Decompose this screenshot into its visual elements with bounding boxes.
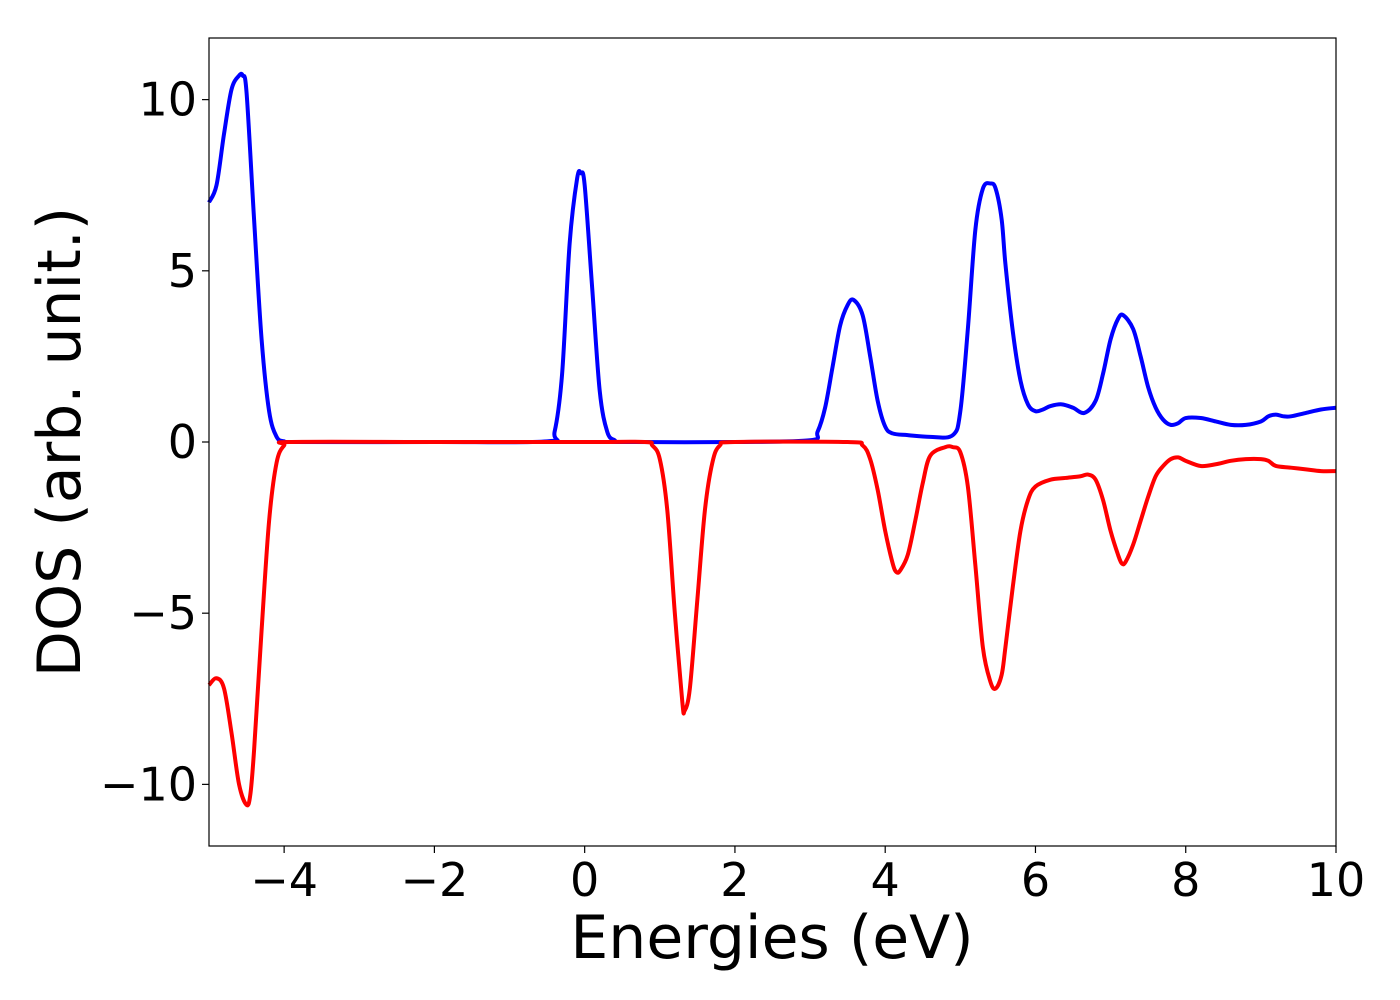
x-tick-label: 10	[1307, 853, 1366, 907]
x-axis-label: Energies (eV)	[570, 903, 973, 973]
x-axis-ticks: −4 −2 0 2 4 6 8 10	[250, 846, 1365, 907]
x-tick-label: 0	[570, 853, 599, 907]
x-tick-label: 2	[720, 853, 749, 907]
y-tick-label: 10	[138, 73, 197, 127]
x-tick-label: −2	[400, 853, 468, 907]
x-tick-label: 8	[1171, 853, 1200, 907]
series-layer	[207, 71, 1337, 808]
y-axis-label: DOS (arb. unit.)	[25, 207, 95, 677]
y-axis-ticks: 10 5 0 −5 −10	[100, 73, 209, 811]
y-tick-label: 0	[168, 415, 197, 469]
y-tick-label: −5	[129, 586, 197, 640]
y-tick-label: −10	[100, 757, 197, 811]
x-tick-label: 4	[871, 853, 900, 907]
y-tick-label: 5	[168, 244, 197, 298]
x-tick-label: 6	[1021, 853, 1050, 907]
x-tick-label: −4	[250, 853, 318, 907]
series-line-1	[207, 439, 1337, 808]
series-line-0	[207, 71, 1337, 445]
